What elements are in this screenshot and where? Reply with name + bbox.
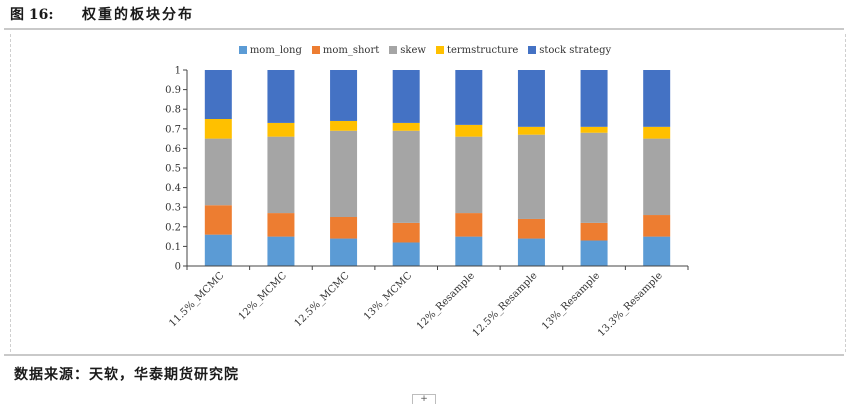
bar-segment-mom_long bbox=[580, 240, 608, 266]
legend-item-0: mom_long bbox=[238, 42, 302, 58]
bar-segment-skew bbox=[330, 130, 358, 217]
bar-segment-skew bbox=[517, 134, 545, 219]
legend-item-4: stock strategy bbox=[528, 42, 611, 58]
bar-segment-mom_short bbox=[643, 215, 671, 237]
bar-segment-mom_long bbox=[392, 242, 420, 266]
legend-label: stock strategy bbox=[539, 44, 612, 56]
legend-label: termstructure bbox=[446, 44, 519, 56]
bar-segment-stock-strategy bbox=[330, 70, 358, 121]
x-category-label: 12%_Resample bbox=[415, 270, 477, 332]
bar-segment-skew bbox=[267, 136, 295, 214]
legend-swatch bbox=[389, 46, 398, 54]
bar-segment-mom_short bbox=[517, 218, 545, 239]
bar-segment-skew bbox=[392, 130, 420, 223]
legend-swatch bbox=[311, 46, 320, 54]
x-category-label: 11.5%_MCMC bbox=[167, 270, 226, 329]
bar-segment-termstructure bbox=[517, 126, 545, 135]
legend-item-3: termstructure bbox=[435, 42, 519, 58]
bar-segment-mom_short bbox=[455, 213, 483, 237]
bar-segment-mom_short bbox=[580, 222, 608, 241]
data-source: 数据来源：天软，华泰期货研究院 bbox=[14, 367, 239, 383]
y-tick-label: 0.4 bbox=[165, 183, 181, 194]
bar-segment-mom_long bbox=[643, 236, 671, 266]
bar-segment-mom_long bbox=[204, 234, 232, 266]
legend-label: skew bbox=[400, 44, 426, 56]
legend-label: mom_long bbox=[249, 44, 302, 56]
corner-mark: + bbox=[412, 394, 436, 404]
bottom-rule bbox=[4, 354, 844, 356]
bar-segment-mom_short bbox=[204, 205, 232, 235]
x-category-label: 12.5%_Resample bbox=[471, 270, 540, 339]
plot-area-border bbox=[10, 34, 846, 352]
bar-segment-stock-strategy bbox=[643, 70, 671, 127]
bar-segment-termstructure bbox=[330, 120, 358, 131]
bar-segment-mom_long bbox=[330, 238, 358, 266]
legend-label: mom_short bbox=[322, 44, 380, 56]
bar-segment-termstructure bbox=[267, 122, 295, 137]
legend-swatch bbox=[528, 46, 537, 54]
y-tick-label: 0.3 bbox=[165, 203, 181, 214]
y-tick-label: 0.2 bbox=[165, 222, 181, 233]
y-tick-label: 0.8 bbox=[165, 105, 181, 116]
legend-item-2: skew bbox=[389, 42, 426, 58]
x-category-label: 13%_Resample bbox=[540, 270, 602, 332]
y-tick-label: 0.7 bbox=[165, 124, 181, 135]
legend-swatch bbox=[435, 46, 444, 54]
bar-segment-skew bbox=[580, 132, 608, 223]
bar-segment-mom_short bbox=[267, 213, 295, 237]
bar-segment-mom_short bbox=[330, 217, 358, 239]
bar-segment-stock-strategy bbox=[580, 70, 608, 127]
y-tick-label: 0 bbox=[175, 262, 181, 273]
bar-segment-termstructure bbox=[580, 126, 608, 133]
bar-segment-stock-strategy bbox=[392, 70, 420, 123]
figure-number: 图 16: bbox=[10, 7, 54, 23]
bar-segment-skew bbox=[204, 138, 232, 206]
bar-segment-mom_long bbox=[455, 236, 483, 266]
legend-swatch bbox=[238, 46, 247, 54]
bar-segment-termstructure bbox=[455, 124, 483, 137]
bar-segment-termstructure bbox=[643, 126, 671, 139]
bar-segment-skew bbox=[643, 138, 671, 216]
x-category-label: 12%_MCMC bbox=[237, 270, 290, 323]
bar-segment-stock-strategy bbox=[517, 70, 545, 127]
top-rule bbox=[4, 28, 844, 30]
x-category-label: 12.5%_MCMC bbox=[293, 270, 352, 329]
bar-segment-skew bbox=[455, 136, 483, 214]
bar-segment-mom_short bbox=[392, 222, 420, 243]
bar-segment-mom_long bbox=[267, 236, 295, 266]
x-category-label: 13%_MCMC bbox=[362, 270, 415, 323]
x-category-label: 13.3%_Resample bbox=[596, 270, 665, 339]
bar-segment-stock-strategy bbox=[455, 70, 483, 125]
bar-segment-stock-strategy bbox=[267, 70, 295, 123]
y-tick-label: 0.6 bbox=[165, 144, 181, 155]
bar-segment-mom_long bbox=[517, 238, 545, 266]
y-tick-label: 0.5 bbox=[165, 164, 181, 175]
chart-legend: mom_long mom_short skew termstructure stock … bbox=[0, 42, 850, 58]
bar-segment-termstructure bbox=[204, 119, 232, 139]
legend-item-1: mom_short bbox=[311, 42, 380, 58]
figure-frame: 图 16: 权重的板块分布 数据来源：天软，华泰期货研究院 bbox=[4, 4, 846, 398]
y-tick-label: 0.1 bbox=[165, 242, 181, 253]
figure-header: 图 16: 权重的板块分布 bbox=[4, 4, 844, 26]
bar-segment-termstructure bbox=[392, 122, 420, 131]
y-tick-label: 1 bbox=[175, 66, 181, 77]
y-tick-label: 0.9 bbox=[165, 85, 181, 96]
bar-segment-stock-strategy bbox=[204, 70, 232, 119]
figure-title: 权重的板块分布 bbox=[82, 7, 194, 23]
